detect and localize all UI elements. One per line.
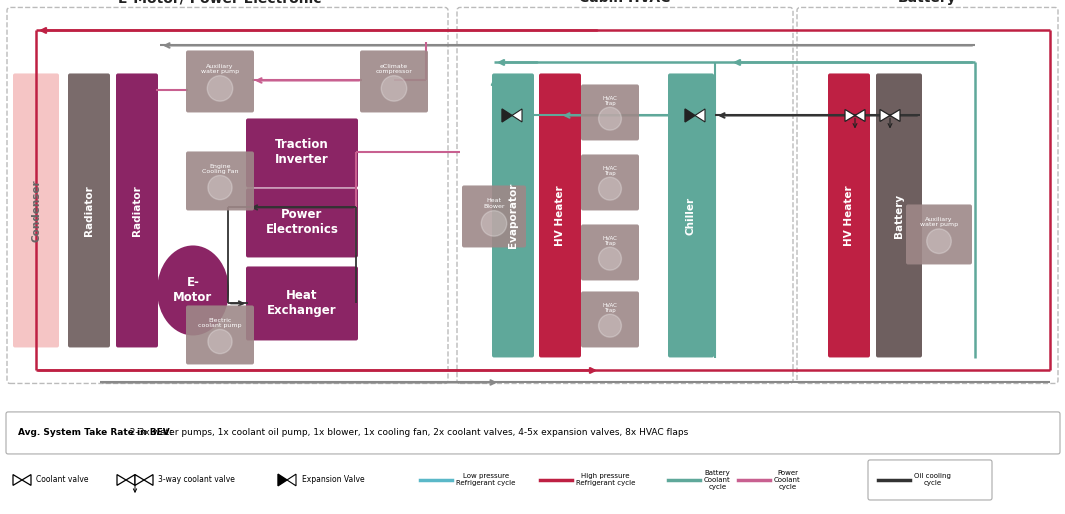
FancyBboxPatch shape (828, 74, 870, 357)
Text: High pressure
Refrigerant cycle: High pressure Refrigerant cycle (576, 473, 636, 486)
Polygon shape (855, 109, 865, 121)
Text: Cabin HVAC: Cabin HVAC (579, 0, 671, 6)
Polygon shape (126, 474, 135, 485)
Polygon shape (502, 109, 512, 122)
Polygon shape (512, 109, 522, 122)
Text: Heat
Blower: Heat Blower (484, 198, 505, 209)
Circle shape (599, 177, 622, 200)
FancyBboxPatch shape (116, 74, 158, 347)
Text: HV Heater: HV Heater (843, 185, 854, 246)
FancyBboxPatch shape (246, 189, 358, 258)
FancyBboxPatch shape (868, 460, 992, 500)
Circle shape (381, 76, 407, 101)
Polygon shape (685, 109, 695, 122)
Text: Avg. System Take Rate in BEV:: Avg. System Take Rate in BEV: (18, 429, 173, 437)
FancyBboxPatch shape (581, 225, 639, 281)
Text: HV Heater: HV Heater (555, 185, 566, 246)
Text: Auxiliary
water pump: Auxiliary water pump (920, 217, 958, 227)
Text: E-
Motor: E- Motor (174, 277, 213, 304)
Text: Coolant valve: Coolant valve (36, 475, 88, 485)
Text: Condenser: Condenser (31, 179, 40, 242)
Text: Radiator: Radiator (132, 185, 142, 236)
Text: Auxiliary
water pump: Auxiliary water pump (201, 64, 239, 74)
FancyBboxPatch shape (68, 74, 110, 347)
Text: Radiator: Radiator (84, 185, 94, 236)
FancyBboxPatch shape (668, 74, 714, 357)
Text: Low pressure
Refrigerant cycle: Low pressure Refrigerant cycle (456, 473, 515, 486)
Text: 2-3x water pumps, 1x coolant oil pump, 1x blower, 1x cooling fan, 2x coolant val: 2-3x water pumps, 1x coolant oil pump, 1… (124, 429, 688, 437)
Circle shape (599, 314, 622, 337)
Polygon shape (880, 109, 890, 121)
Text: E-Motor/ Power Electronic: E-Motor/ Power Electronic (118, 0, 322, 6)
Text: HVAC
Trap: HVAC Trap (603, 303, 618, 313)
Text: HVAC
Trap: HVAC Trap (603, 166, 618, 176)
Text: Chiller: Chiller (686, 196, 697, 234)
Polygon shape (13, 474, 22, 485)
Circle shape (927, 229, 951, 253)
Text: Oil cooling
cycle: Oil cooling cycle (914, 473, 951, 486)
FancyBboxPatch shape (906, 205, 972, 265)
Text: Battery
Coolant
cycle: Battery Coolant cycle (704, 470, 731, 490)
FancyBboxPatch shape (6, 412, 1060, 454)
FancyBboxPatch shape (581, 155, 639, 210)
FancyBboxPatch shape (360, 50, 428, 113)
FancyBboxPatch shape (581, 84, 639, 140)
Circle shape (208, 175, 232, 199)
FancyBboxPatch shape (186, 50, 253, 113)
Text: Heat
Exchanger: Heat Exchanger (267, 289, 337, 318)
FancyBboxPatch shape (246, 118, 358, 188)
Text: Evaporator: Evaporator (508, 183, 518, 248)
Polygon shape (890, 109, 900, 121)
Text: Traction
Inverter: Traction Inverter (275, 138, 329, 167)
FancyBboxPatch shape (581, 291, 639, 347)
Polygon shape (22, 474, 31, 485)
Text: Electric
coolant pump: Electric coolant pump (198, 318, 242, 328)
Text: Battery: Battery (898, 0, 956, 6)
Polygon shape (117, 474, 126, 485)
Text: 3-way coolant valve: 3-way coolant valve (158, 475, 235, 485)
Polygon shape (845, 109, 855, 121)
Circle shape (481, 211, 507, 236)
Polygon shape (135, 474, 144, 485)
Ellipse shape (157, 246, 229, 336)
Text: Power
Electronics: Power Electronics (265, 209, 339, 236)
Circle shape (599, 247, 622, 270)
Text: Engine
Cooling Fan: Engine Cooling Fan (201, 163, 239, 174)
Circle shape (208, 76, 233, 101)
Text: HVAC
Trap: HVAC Trap (603, 96, 618, 106)
Polygon shape (286, 474, 296, 486)
Polygon shape (695, 109, 705, 122)
FancyBboxPatch shape (186, 305, 253, 364)
Text: eClimate
compressor: eClimate compressor (376, 64, 412, 74)
Circle shape (599, 107, 622, 130)
FancyBboxPatch shape (492, 74, 534, 357)
FancyBboxPatch shape (186, 152, 253, 210)
FancyBboxPatch shape (876, 74, 922, 357)
Polygon shape (278, 474, 286, 486)
FancyBboxPatch shape (539, 74, 581, 357)
Circle shape (208, 329, 232, 354)
FancyBboxPatch shape (13, 74, 59, 347)
Text: Battery: Battery (894, 193, 904, 237)
Text: Power
Coolant
cycle: Power Coolant cycle (774, 470, 801, 490)
Text: HVAC
Trap: HVAC Trap (603, 236, 618, 246)
Polygon shape (144, 474, 153, 485)
FancyBboxPatch shape (462, 186, 526, 247)
Text: Expansion Valve: Expansion Valve (302, 475, 364, 485)
FancyBboxPatch shape (246, 266, 358, 340)
